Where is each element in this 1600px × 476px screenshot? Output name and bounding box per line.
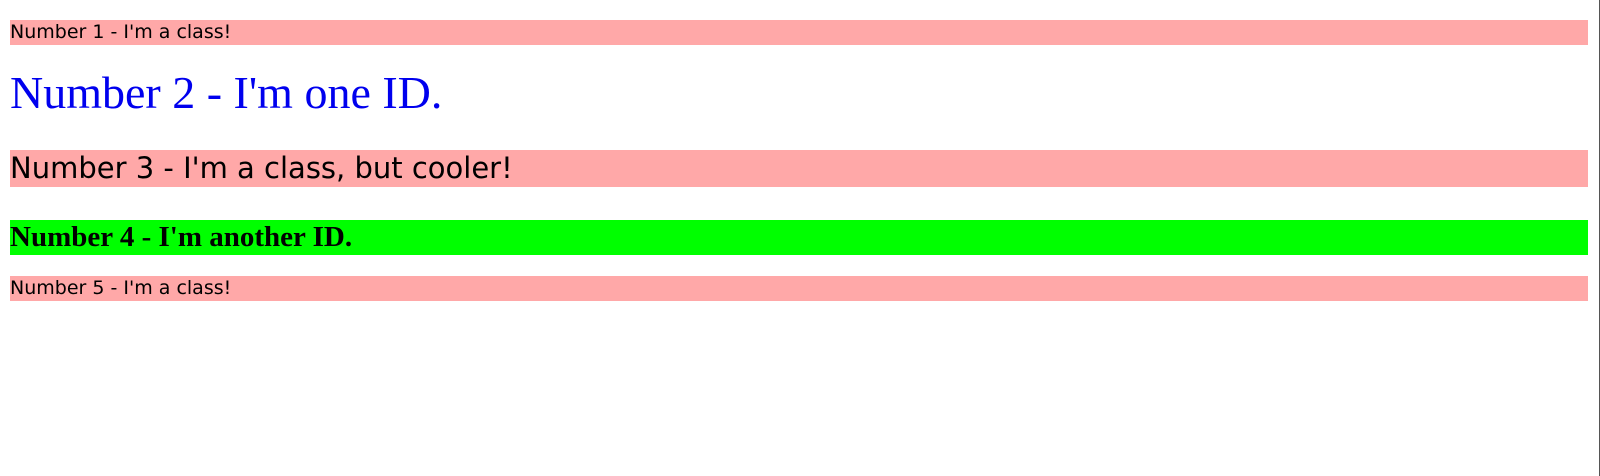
class-paragraph-5: Number 5 - I'm a class! xyxy=(10,276,1588,301)
id-heading-another: Number 4 - I'm another ID. xyxy=(10,220,1588,255)
class-paragraph-cooler: Number 3 - I'm a class, but cooler! xyxy=(10,150,1588,187)
class-paragraph-1: Number 1 - I'm a class! xyxy=(10,20,1588,45)
id-heading-one: Number 2 - I'm one ID. xyxy=(10,67,443,118)
